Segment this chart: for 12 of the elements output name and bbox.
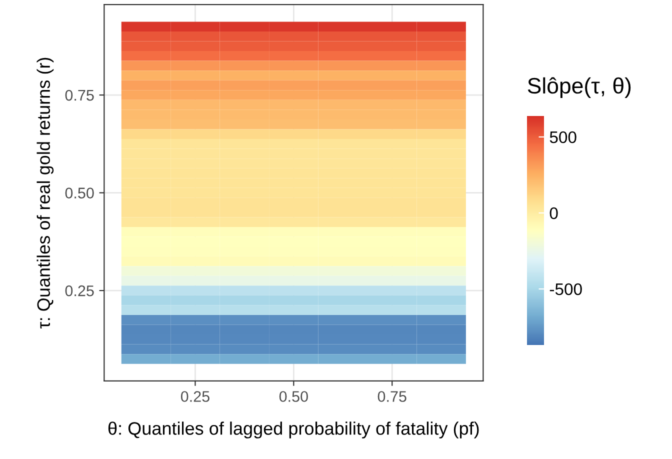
- color-bar-title: Slôpe(τ, θ): [528, 77, 631, 98]
- color-bar-label: 0: [550, 207, 558, 220]
- x-tick-label: 0.50: [279, 391, 308, 402]
- y-tick-label: 0.50: [65, 188, 94, 198]
- color-bar-label: 500: [550, 131, 576, 144]
- y-tick-label: 0.25: [65, 285, 94, 296]
- y-axis-title: τ: Quantiles of real gold returns (r): [36, 58, 54, 329]
- y-tick-label: 0.75: [65, 90, 94, 101]
- x-tick-label: 0.75: [378, 391, 406, 402]
- x-tick-label: 0.25: [180, 391, 210, 402]
- x-axis-title: θ: Quantiles of lagged probability of fatality (pf): [108, 422, 479, 438]
- color-bar-label: -500: [550, 283, 582, 296]
